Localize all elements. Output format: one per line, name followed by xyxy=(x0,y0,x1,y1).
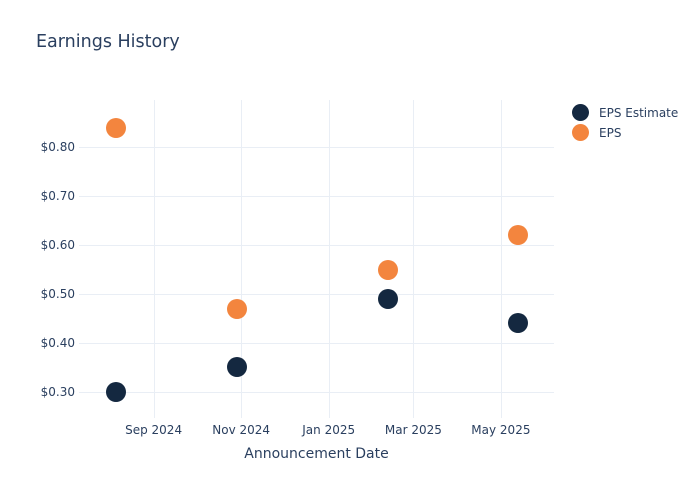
gridline-horizontal xyxy=(79,196,554,198)
y-tick-label: $0.80 xyxy=(40,140,75,155)
gridline-horizontal xyxy=(79,342,554,344)
data-point-eps-estimate[interactable] xyxy=(226,357,247,378)
y-tick-label: $0.30 xyxy=(40,384,75,399)
x-tick-label: Sep 2024 xyxy=(125,423,183,437)
legend-item-label: EPS Estimate xyxy=(599,105,679,120)
x-tick-label: Mar 2025 xyxy=(384,423,442,437)
plot-area[interactable] xyxy=(79,100,554,418)
gridline-vertical xyxy=(413,100,415,418)
data-point-eps-estimate[interactable] xyxy=(377,288,398,309)
gridline-horizontal xyxy=(79,245,554,247)
y-tick-label: $0.40 xyxy=(40,335,75,350)
data-point-eps[interactable] xyxy=(226,298,247,319)
x-axis-title: Announcement Date xyxy=(244,446,389,462)
data-point-eps-estimate[interactable] xyxy=(106,381,127,402)
gridline-horizontal xyxy=(79,293,554,295)
legend-item-eps-estimate[interactable]: EPS Estimate xyxy=(572,104,678,121)
y-tick-label: $0.70 xyxy=(40,189,75,204)
x-tick-label: Nov 2024 xyxy=(212,423,271,437)
gridline-vertical xyxy=(153,100,155,418)
legend-marker-icon xyxy=(572,104,589,121)
y-tick-label: $0.50 xyxy=(40,286,75,301)
gridline-horizontal xyxy=(79,391,554,393)
gridline-vertical xyxy=(241,100,243,418)
legend-item-label: EPS xyxy=(599,125,622,140)
legend-marker-icon xyxy=(572,124,589,141)
gridline-horizontal xyxy=(79,147,554,149)
x-tick-label: Jan 2025 xyxy=(302,423,356,437)
data-point-eps[interactable] xyxy=(377,259,398,280)
gridline-vertical xyxy=(500,100,502,418)
data-point-eps[interactable] xyxy=(508,225,529,246)
x-tick-label: May 2025 xyxy=(471,423,531,437)
gridline-vertical xyxy=(328,100,330,418)
legend: EPS Estimate EPS xyxy=(572,104,678,141)
legend-item-eps[interactable]: EPS xyxy=(572,124,678,141)
data-point-eps-estimate[interactable] xyxy=(508,313,529,334)
y-tick-label: $0.60 xyxy=(40,238,75,253)
chart-title: Earnings History xyxy=(36,32,180,52)
data-point-eps[interactable] xyxy=(106,117,127,138)
